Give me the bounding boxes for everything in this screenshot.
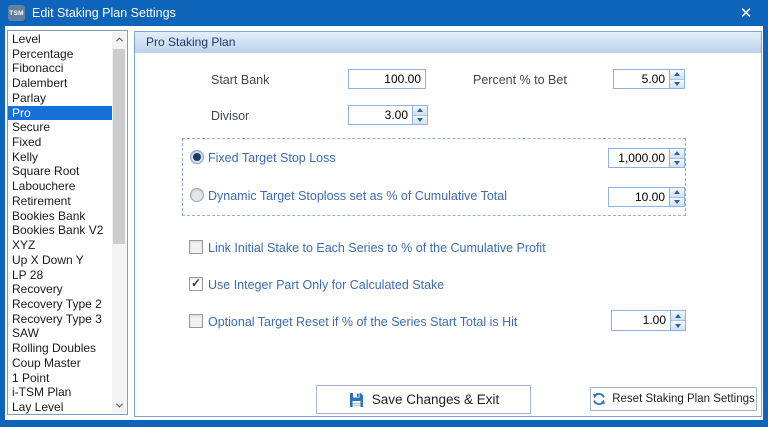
list-item-up-x-down-y[interactable]: Up X Down Y [12, 252, 84, 267]
title-bar: TSM Edit Staking Plan Settings ✕ [0, 0, 768, 26]
spin-down-button[interactable] [671, 321, 685, 330]
window-title: Edit Staking Plan Settings [32, 6, 176, 20]
target-reset-label: Optional Target Reset if % of the Series… [208, 315, 518, 329]
start-bank-label: Start Bank [211, 73, 270, 87]
list-item-recovery-type-2[interactable]: Recovery Type 2 [12, 296, 102, 311]
spin-down-button[interactable] [670, 79, 684, 88]
use-integer-part-label: Use Integer Part Only for Calculated Sta… [208, 278, 445, 292]
list-item-recovery-type-3[interactable]: Recovery Type 3 [12, 311, 102, 326]
list-item-labouchere[interactable]: Labouchere [12, 179, 76, 194]
list-item-bookies-bank-v2[interactable]: Bookies Bank V2 [12, 223, 104, 238]
target-reset-value[interactable]: 1.00 [642, 313, 666, 327]
list-item-percentage[interactable]: Percentage [12, 46, 74, 61]
fixed-target-radio[interactable] [190, 150, 204, 164]
staking-plan-list: Level Percentage Fibonacci Dalembert Parlay P… [8, 32, 112, 414]
spin-up-button[interactable] [671, 311, 685, 321]
scroll-up-icon[interactable] [112, 32, 126, 47]
list-item-pro[interactable]: Pro [8, 105, 112, 121]
list-item-dalembert[interactable]: Dalembert [12, 76, 68, 91]
list-item-rolling-doubles[interactable]: Rolling Doubles [12, 341, 97, 356]
reset-staking-plan-button[interactable]: Reset Staking Plan Settings [590, 387, 757, 411]
save-button-label: Save Changes & Exit [371, 392, 500, 407]
list-item-lp-28[interactable]: LP 28 [12, 267, 44, 282]
save-icon [348, 392, 364, 408]
list-item-parlay[interactable]: Parlay [12, 90, 47, 105]
percent-to-bet-spinner[interactable]: 5.00 [613, 69, 685, 89]
scrollbar-thumb[interactable] [113, 49, 125, 244]
spin-down-button[interactable] [670, 197, 684, 206]
spin-up-button[interactable] [670, 188, 684, 198]
list-item-retirement[interactable]: Retirement [12, 193, 71, 208]
fixed-target-value[interactable]: 1,000.00 [618, 151, 665, 165]
list-item-level[interactable]: Level [12, 32, 41, 46]
panel-header: Pro Staking Plan [135, 32, 761, 53]
start-bank-value[interactable]: 100.00 [384, 72, 421, 86]
dynamic-target-radio[interactable] [190, 188, 204, 202]
link-initial-stake-checkbox[interactable]: ✓ [189, 240, 203, 254]
percent-to-bet-value[interactable]: 5.00 [641, 72, 665, 86]
list-item-lay-level[interactable]: Lay Level [12, 399, 64, 414]
close-icon[interactable]: ✕ [739, 5, 753, 22]
list-item-recovery[interactable]: Recovery [12, 282, 63, 297]
list-item-1-point[interactable]: 1 Point [12, 370, 50, 385]
radio-dot [193, 153, 201, 161]
list-item-kelly[interactable]: Kelly [12, 149, 39, 164]
dynamic-target-value[interactable]: 10.00 [634, 190, 665, 204]
target-stoploss-group [182, 138, 686, 216]
save-changes-button[interactable]: Save Changes & Exit [316, 385, 531, 414]
percent-to-bet-label: Percent % to Bet [473, 73, 567, 87]
list-item-fixed[interactable]: Fixed [12, 135, 42, 150]
check-icon: ✓ [190, 276, 202, 290]
use-integer-part-checkbox[interactable]: ✓ [189, 277, 203, 291]
reset-button-label: Reset Staking Plan Settings [612, 393, 755, 405]
staking-plan-listbox: Level Percentage Fibonacci Dalembert Parlay P… [7, 30, 128, 415]
list-item-square-root[interactable]: Square Root [12, 164, 80, 179]
list-item-fibonacci[interactable]: Fibonacci [12, 61, 64, 76]
list-item-secure[interactable]: Secure [12, 120, 51, 135]
fixed-target-spinner[interactable]: 1,000.00 [608, 148, 685, 168]
app-icon: TSM [8, 5, 25, 21]
spin-down-button[interactable] [413, 115, 427, 124]
pro-staking-panel: Pro Staking Plan Start Bank 100.00 Perce… [134, 31, 762, 417]
refresh-icon [592, 392, 606, 406]
spin-up-button[interactable] [413, 106, 427, 116]
fixed-target-label: Fixed Target Stop Loss [208, 151, 336, 165]
list-item-i-tsm-plan[interactable]: i-TSM Plan [12, 385, 72, 400]
divisor-spinner[interactable]: 3.00 [348, 105, 428, 125]
link-initial-stake-label: Link Initial Stake to Each Series to % o… [208, 241, 546, 255]
list-item-coup-master[interactable]: Coup Master [12, 355, 81, 370]
target-reset-spinner[interactable]: 1.00 [611, 310, 686, 331]
dialog-body: Level Percentage Fibonacci Dalembert Parlay P… [5, 26, 763, 420]
start-bank-field[interactable]: 100.00 [348, 69, 426, 89]
scroll-down-icon[interactable] [112, 398, 126, 413]
divisor-value[interactable]: 3.00 [384, 108, 408, 122]
target-reset-checkbox[interactable]: ✓ [189, 314, 203, 328]
list-item-xyz[interactable]: XYZ [12, 238, 36, 253]
list-item-bookies-bank[interactable]: Bookies Bank [12, 208, 86, 223]
spin-down-button[interactable] [670, 158, 684, 167]
dynamic-target-spinner[interactable]: 10.00 [608, 187, 685, 207]
divisor-label: Divisor [211, 109, 250, 123]
list-scrollbar [112, 32, 126, 413]
spin-up-button[interactable] [670, 70, 684, 80]
spin-up-button[interactable] [670, 149, 684, 159]
list-item-saw[interactable]: SAW [12, 326, 39, 341]
dynamic-target-label: Dynamic Target Stoploss set as % of Cumu… [208, 189, 507, 203]
